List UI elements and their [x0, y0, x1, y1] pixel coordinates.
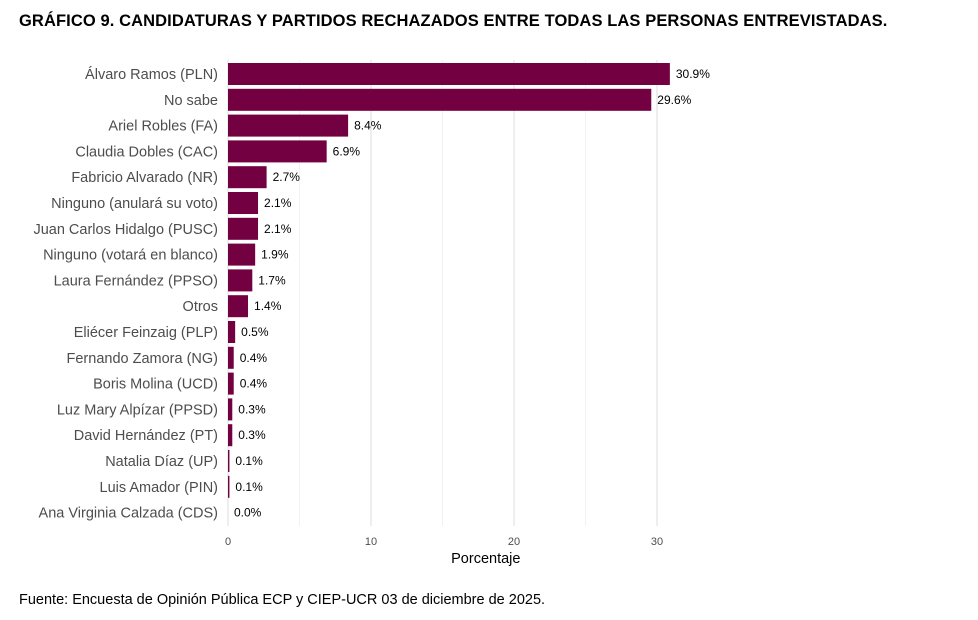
source-note: Fuente: Encuesta de Opinión Pública ECP … [19, 592, 546, 608]
category-label: Eliécer Feinzaig (PLP) [74, 325, 218, 341]
data-label: 30.9% [676, 67, 710, 81]
bar [228, 450, 230, 472]
gridlines [227, 60, 658, 526]
data-label: 0.3% [238, 428, 266, 442]
x-tick-label: 20 [508, 536, 520, 548]
bar [228, 398, 233, 421]
x-axis-ticks: 0 10 20 30 [225, 536, 663, 548]
data-label: 0.4% [240, 351, 268, 365]
data-label: 1.7% [258, 273, 286, 287]
value-labels: 30.9% 29.6% 8.4% 6.9% 2.7% 2.1% 2.1% 1.9% 1.7% 1.… [234, 67, 710, 520]
category-label: Luis Amador (PIN) [100, 480, 218, 496]
data-label: 0.3% [238, 402, 266, 416]
category-label: Laura Fernández (PPSO) [54, 273, 218, 289]
data-label: 1.9% [261, 248, 289, 262]
bar [228, 269, 253, 292]
bar [228, 217, 259, 240]
data-label: 29.6% [657, 93, 691, 107]
x-tick-label: 10 [365, 536, 377, 548]
data-label: 0.0% [234, 506, 262, 520]
bar [228, 475, 230, 498]
category-label: Ninguno (anulará su voto) [51, 196, 218, 212]
bar [228, 88, 652, 111]
category-label: Álvaro Ramos (PLN) [85, 66, 218, 83]
category-label: Luz Mary Alpízar (PPSD) [57, 402, 218, 418]
bar [228, 372, 234, 395]
category-label: Natalia Díaz (UP) [105, 454, 218, 470]
category-label: Ariel Robles (FA) [108, 119, 218, 135]
bar [228, 192, 259, 214]
data-label: 1.4% [254, 299, 282, 313]
data-label: 0.4% [240, 377, 268, 391]
x-tick-label: 30 [651, 536, 663, 548]
data-label: 0.1% [235, 480, 263, 494]
category-label: Fernando Zamora (NG) [67, 351, 219, 367]
data-label: 2.7% [273, 170, 301, 184]
category-label: Claudia Dobles (CAC) [75, 144, 218, 160]
data-label: 2.1% [264, 222, 292, 236]
category-label: Boris Molina (UCD) [93, 377, 218, 393]
data-label: 2.1% [264, 196, 292, 210]
data-label: 0.5% [241, 325, 269, 339]
category-label: Ana Virginia Calzada (CDS) [39, 506, 218, 522]
bar [228, 63, 670, 85]
data-label: 8.4% [354, 119, 382, 133]
bar [228, 166, 267, 189]
bar [228, 140, 327, 163]
category-label: David Hernández (PT) [74, 428, 218, 444]
bar [228, 346, 234, 369]
category-labels: Álvaro Ramos (PLN) No sabe Ariel Robles (F… [33, 66, 218, 522]
data-label: 0.1% [235, 454, 263, 468]
category-label: Otros [183, 299, 218, 315]
data-label: 6.9% [333, 144, 361, 158]
bar [228, 243, 256, 266]
bar [228, 295, 249, 318]
category-label: Juan Carlos Hidalgo (PUSC) [33, 222, 218, 238]
bar [228, 321, 236, 343]
category-label: Fabricio Alvarado (NR) [71, 170, 218, 186]
x-tick-label: 0 [225, 536, 231, 548]
category-label: No sabe [164, 93, 218, 109]
bar [228, 114, 349, 137]
x-axis-title: Porcentaje [451, 551, 520, 567]
bars [228, 63, 670, 498]
chart-title: GRÁFICO 9. CANDIDATURAS Y PARTIDOS RECHA… [19, 12, 888, 30]
category-label: Ninguno (votará en blanco) [43, 248, 218, 264]
bar [228, 424, 233, 447]
